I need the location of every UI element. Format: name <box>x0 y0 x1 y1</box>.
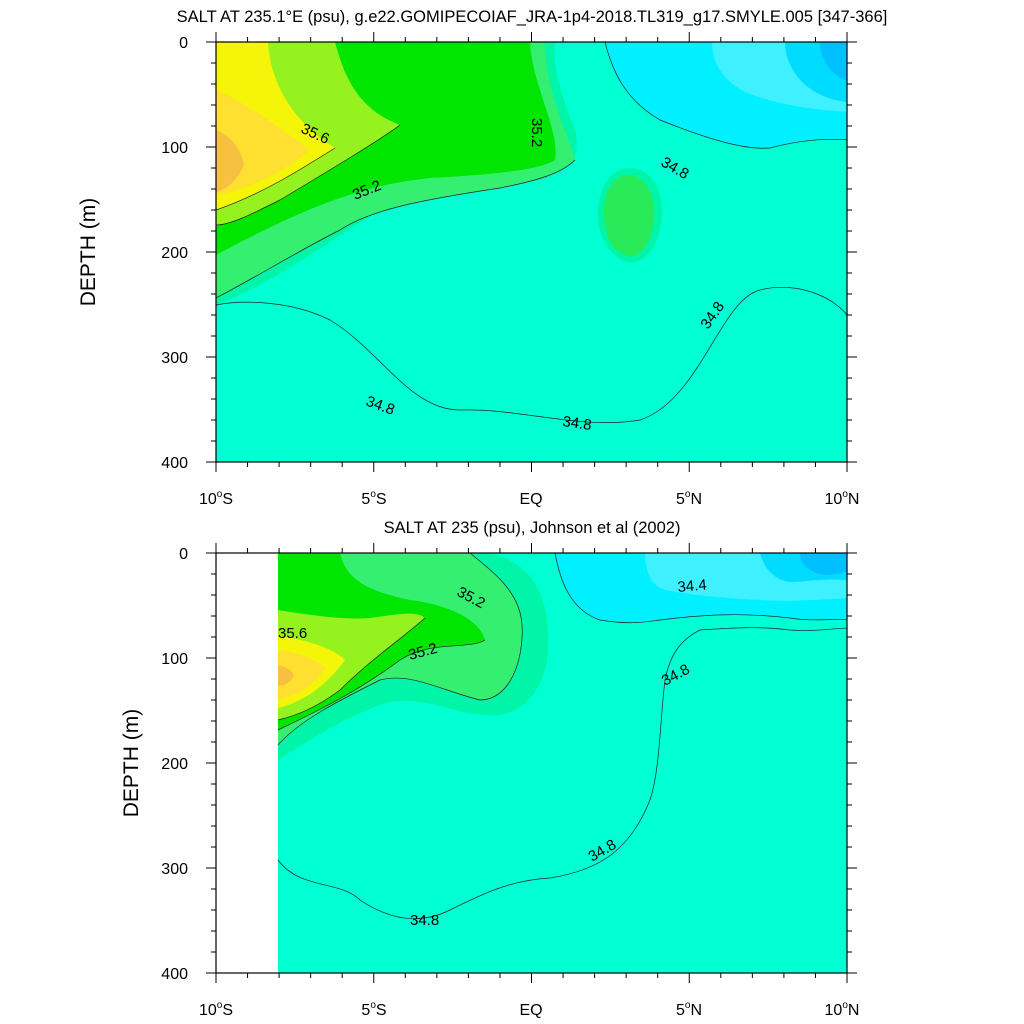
ytick-label: 400 <box>161 966 188 983</box>
contour-label: 35.6 <box>278 625 307 642</box>
contour-line <box>554 553 847 624</box>
contour-line <box>277 617 426 721</box>
ytick-label: 400 <box>161 455 188 472</box>
xtick-label: 5oS <box>361 1000 386 1019</box>
contour-line <box>277 639 486 731</box>
top-contour-fills <box>216 42 847 462</box>
xtick-label: 5oS <box>361 489 386 508</box>
xtick-label: EQ <box>519 491 542 508</box>
ytick-label: 0 <box>179 35 188 52</box>
ytick-label: 0 <box>179 546 188 563</box>
top-axes: 0 100 200 300 400 10oS 5oS EQ 5oN 10oN <box>161 32 859 508</box>
contour-line <box>604 42 847 149</box>
contour-label: 34.8 <box>561 413 592 434</box>
fill-362 <box>216 130 244 192</box>
fill-356 <box>278 610 425 720</box>
xtick-label: EQ <box>519 1002 542 1019</box>
fill-340-top-right <box>820 42 847 81</box>
xtick-label: 10oS <box>199 489 233 508</box>
top-ticks <box>206 32 857 472</box>
xtick-label: 10oN <box>825 489 860 508</box>
top-contour-lines <box>216 42 847 423</box>
top-chart-title: SALT AT 235.1°E (psu), g.e22.GOMIPECOIAF… <box>177 8 888 26</box>
contour-label: 35.2 <box>407 640 440 664</box>
ytick-label: 200 <box>161 245 188 262</box>
contour-line <box>216 286 847 423</box>
ytick-label: 100 <box>161 651 188 668</box>
fill-352-blob <box>604 175 655 257</box>
bottom-y-axis-label: DEPTH (m) <box>120 709 143 818</box>
contour-label: 34.8 <box>410 912 439 929</box>
ytick-label: 100 <box>161 140 188 157</box>
contour-label: 34.4 <box>677 577 708 596</box>
xtick-label: 5oN <box>676 1000 702 1019</box>
xtick-label: 10oN <box>825 1000 860 1019</box>
bottom-contour-lines <box>277 553 847 920</box>
bottom-chart-title: SALT AT 235 (psu), Johnson et al (2002) <box>384 519 681 537</box>
contour-line <box>277 627 847 920</box>
contour-line <box>216 159 576 299</box>
ytick-label: 300 <box>161 350 188 367</box>
bottom-contour-fills <box>278 553 847 973</box>
xtick-label: 5oN <box>676 489 702 508</box>
bottom-axes: 0 100 200 300 400 10oS 5oS EQ 5oN 10oN <box>161 543 859 1019</box>
contour-line <box>216 124 401 226</box>
ytick-label: 300 <box>161 861 188 878</box>
fill-340-top-right <box>800 553 847 575</box>
ytick-label: 200 <box>161 756 188 773</box>
contour-line <box>216 147 336 211</box>
contour-line <box>277 553 523 746</box>
fill-362 <box>278 665 294 686</box>
xtick-label: 10oS <box>199 1000 233 1019</box>
bottom-ticks <box>206 543 857 983</box>
contour-label: 35.2 <box>528 118 545 147</box>
fill-360 <box>278 650 325 700</box>
top-y-axis-label: DEPTH (m) <box>77 198 100 307</box>
